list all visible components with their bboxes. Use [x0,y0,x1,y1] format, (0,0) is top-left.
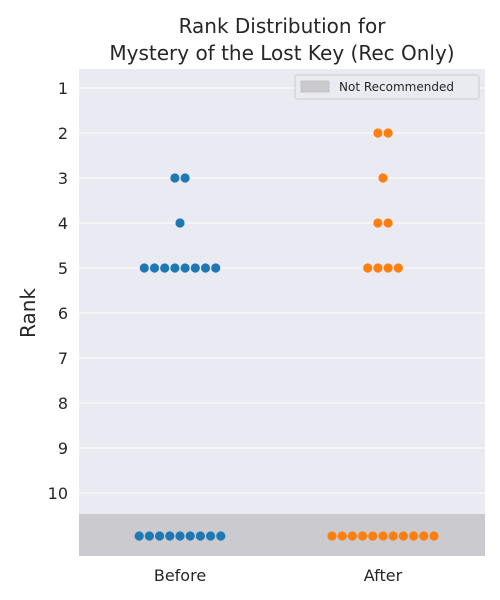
legend-label: Not Recommended [339,80,454,94]
data-point-before-rank-5 [139,263,149,273]
data-point-before-not-recommended [175,531,185,541]
data-point-after-rank-5 [383,263,393,273]
y-tick-label-5: 5 [58,259,68,278]
data-point-before-not-recommended [206,531,216,541]
data-point-before-rank-3 [170,173,180,183]
chart-title-line-2: Mystery of the Lost Key (Rec Only) [109,41,454,65]
y-tick-label-2: 2 [58,124,68,143]
y-tick-labels: 1 2 3 4 5 6 7 8 9 10 [48,79,68,503]
data-point-after-rank-5 [373,263,383,273]
y-tick-label-7: 7 [58,349,68,368]
y-tick-label-8: 8 [58,394,68,413]
data-point-before-not-recommended [195,531,205,541]
y-axis-label: Rank [16,288,40,338]
grid-lines [79,87,485,494]
data-point-before-not-recommended [144,531,154,541]
data-point-before-rank-5 [160,263,170,273]
data-point-after-not-recommended [388,531,398,541]
data-point-after-not-recommended [429,531,439,541]
data-point-after-not-recommended [368,531,378,541]
data-point-after-not-recommended [398,531,408,541]
data-point-before-not-recommended [185,531,195,541]
data-point-before-not-recommended [134,531,144,541]
data-point-after-rank-4 [373,218,383,228]
y-tick-label-4: 4 [58,214,68,233]
data-point-before-not-recommended [216,531,226,541]
data-point-after-rank-5 [393,263,403,273]
data-point-after-not-recommended [347,531,357,541]
legend-box [294,74,480,100]
legend: Not Recommended [294,74,480,100]
data-point-after-rank-2 [373,128,383,138]
chart-title-line-1: Rank Distribution for [179,14,387,38]
y-tick-label-9: 9 [58,439,68,458]
data-point-after-not-recommended [409,531,419,541]
data-point-before-rank-4 [175,218,185,228]
data-point-before-rank-5 [211,263,221,273]
y-tick-label-3: 3 [58,169,68,188]
data-point-before-not-recommended [165,531,175,541]
data-point-before-rank-5 [200,263,211,273]
data-point-after-rank-4 [383,218,393,228]
data-point-before-rank-5 [170,263,180,273]
data-point-after-not-recommended [419,531,429,541]
data-points [134,128,439,541]
y-tick-label-1: 1 [58,79,68,98]
data-point-after-not-recommended [378,531,388,541]
y-tick-label-10: 10 [48,484,68,503]
x-tick-label-before: Before [154,566,206,585]
data-point-before-rank-5 [149,263,160,273]
x-tick-labels: Before After [154,566,403,585]
data-point-before-rank-3 [180,173,190,183]
data-point-after-not-recommended [358,531,368,541]
legend-swatch [300,80,330,93]
data-point-after-rank-2 [383,128,393,138]
data-point-after-not-recommended [327,531,337,541]
data-point-before-rank-5 [190,263,200,273]
x-tick-label-after: After [364,566,403,585]
data-point-after-rank-5 [363,263,373,273]
data-point-after-rank-3 [378,173,388,183]
data-point-before-rank-5 [180,263,190,273]
y-tick-label-6: 6 [58,304,68,323]
data-point-after-not-recommended [337,531,347,541]
data-point-before-not-recommended [155,531,165,541]
